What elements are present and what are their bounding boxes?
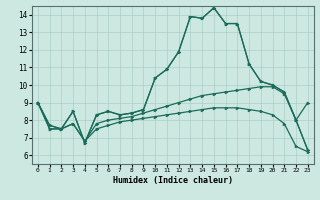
X-axis label: Humidex (Indice chaleur): Humidex (Indice chaleur) — [113, 176, 233, 185]
